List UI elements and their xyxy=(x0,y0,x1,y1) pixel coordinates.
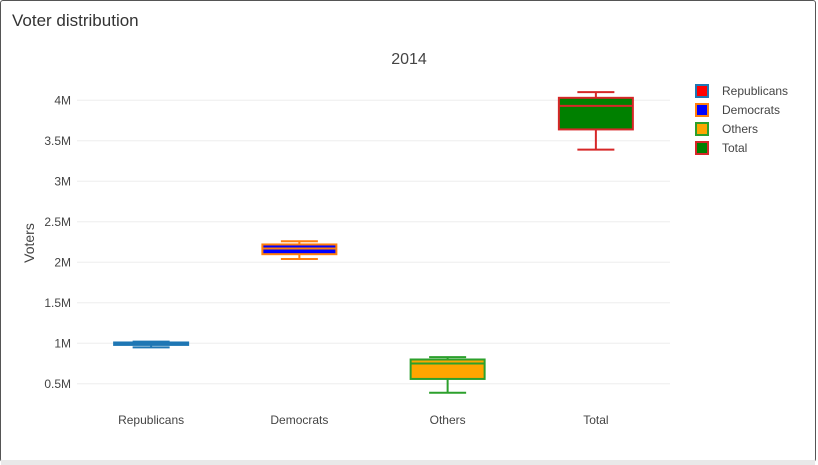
box-democrats[interactable] xyxy=(261,240,338,261)
y-tick-label: 1M xyxy=(54,336,71,350)
boxes xyxy=(113,91,634,394)
gridlines xyxy=(77,99,670,385)
y-tick-label: 4M xyxy=(54,93,71,107)
box-iqr xyxy=(557,96,634,131)
chart-title: 2014 xyxy=(391,51,427,68)
y-axis-ticks: 0.5M 1M 1.5M 2M 2.5M 3M 3.5M 4M xyxy=(44,93,71,391)
y-tick-label: 2.5M xyxy=(44,215,71,229)
legend-item-total[interactable]: Total xyxy=(695,141,747,155)
legend-label: Democrats xyxy=(722,103,780,117)
y-tick-label: 1.5M xyxy=(44,296,71,310)
box-others[interactable] xyxy=(409,356,486,394)
y-tick-label: 2M xyxy=(54,255,71,269)
x-axis-ticks: Republicans Democrats Others Total xyxy=(118,413,608,427)
box-iqr xyxy=(409,358,486,380)
y-tick-label: 3M xyxy=(54,174,71,188)
box-total[interactable] xyxy=(557,91,634,151)
x-tick-label: Total xyxy=(583,413,608,427)
legend-label: Republicans xyxy=(722,84,788,98)
y-tick-label: 3.5M xyxy=(44,134,71,148)
legend[interactable]: Republicans Democrats Others Total xyxy=(695,84,788,155)
box-republicans[interactable] xyxy=(113,340,190,349)
y-axis-label: Voters xyxy=(21,223,37,263)
legend-swatch xyxy=(695,103,709,117)
legend-swatch xyxy=(695,141,709,155)
x-tick-label: Others xyxy=(430,413,466,427)
legend-swatch xyxy=(695,84,709,98)
panel-title: Voter distribution xyxy=(12,11,139,30)
panel-bottom-bar xyxy=(1,460,815,465)
legend-label: Total xyxy=(722,141,747,155)
x-tick-label: Democrats xyxy=(270,413,328,427)
y-tick-label: 0.5M xyxy=(44,377,71,391)
legend-swatch xyxy=(695,122,709,136)
x-tick-label: Republicans xyxy=(118,413,184,427)
legend-item-others[interactable]: Others xyxy=(695,122,758,136)
legend-item-democrats[interactable]: Democrats xyxy=(695,103,780,117)
legend-item-republicans[interactable]: Republicans xyxy=(695,84,788,98)
legend-label: Others xyxy=(722,122,758,136)
